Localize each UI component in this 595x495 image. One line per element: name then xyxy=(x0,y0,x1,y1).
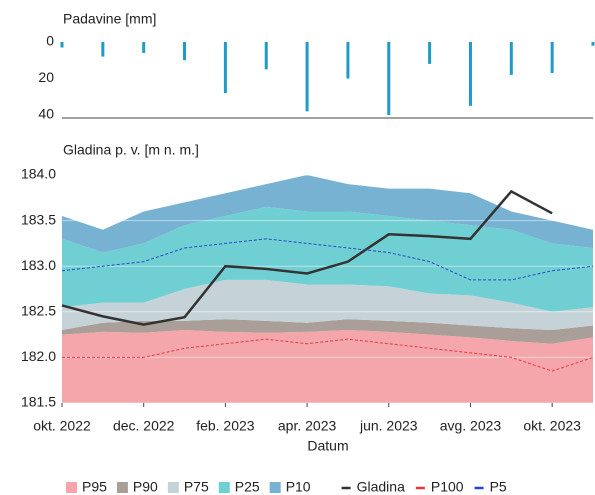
legend-label: P5 xyxy=(490,479,507,495)
bar xyxy=(101,42,105,57)
y-tick-label: 40 xyxy=(38,106,54,122)
band-area xyxy=(62,319,593,344)
y-tick-label: 181.5 xyxy=(21,394,56,410)
y-tick-label: 20 xyxy=(38,69,54,85)
bar xyxy=(428,42,432,64)
y-tick-label: 183.0 xyxy=(21,257,56,273)
band-area xyxy=(62,279,593,331)
legend-swatch xyxy=(218,482,230,493)
bar xyxy=(223,42,227,94)
y-tick-label: 182.5 xyxy=(21,303,56,319)
bar xyxy=(60,42,64,48)
x-axis-label: Datum xyxy=(307,438,348,454)
x-tick-label: okt. 2022 xyxy=(33,418,91,434)
bar xyxy=(468,42,472,106)
bar xyxy=(550,42,554,74)
precip-title: Padavine [mm] xyxy=(63,11,156,27)
bar xyxy=(591,42,595,46)
bar xyxy=(509,42,513,75)
bar xyxy=(183,42,187,61)
x-tick-label: feb. 2023 xyxy=(196,418,255,434)
x-tick-label: jun. 2023 xyxy=(359,418,418,434)
y-tick-label: 184.0 xyxy=(21,166,56,182)
legend-label: P10 xyxy=(286,479,311,495)
level-line xyxy=(61,189,553,326)
legend-label: P75 xyxy=(184,479,209,495)
x-tick-label: okt. 2023 xyxy=(523,418,581,434)
bar xyxy=(305,42,309,112)
level-title: Gladina p. v. [m n. m.] xyxy=(63,142,199,158)
percentile-line xyxy=(61,238,594,281)
legend-label: Gladina xyxy=(357,479,405,495)
x-tick-label: apr. 2023 xyxy=(278,418,337,434)
x-tick-label: avg. 2023 xyxy=(440,418,502,434)
bar xyxy=(264,42,268,70)
y-tick-label: 182.0 xyxy=(21,348,56,364)
y-tick-label: 183.5 xyxy=(21,211,56,227)
bar xyxy=(346,42,350,79)
band-area xyxy=(62,330,593,403)
percentile-line xyxy=(62,338,594,372)
x-tick-label: dec. 2022 xyxy=(113,418,175,434)
y-tick-label: 0 xyxy=(46,33,54,49)
legend-swatch xyxy=(66,482,77,493)
bar xyxy=(387,42,391,115)
band-area xyxy=(62,206,593,312)
legend-label: P100 xyxy=(431,479,464,495)
legend-label: P95 xyxy=(82,479,107,495)
bar xyxy=(142,42,146,53)
legend-label: P90 xyxy=(133,479,158,495)
legend-swatch xyxy=(269,482,281,493)
legend-swatch xyxy=(116,482,128,493)
band-area xyxy=(62,175,593,253)
legend-swatch xyxy=(167,482,179,493)
legend-label: P25 xyxy=(235,479,260,495)
